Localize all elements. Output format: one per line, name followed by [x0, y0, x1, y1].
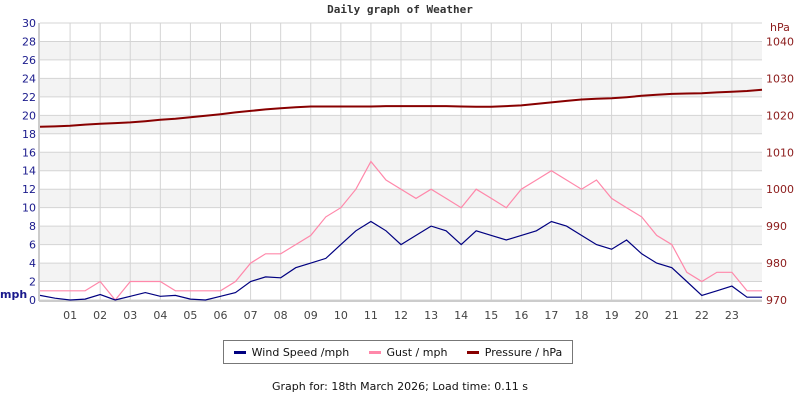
- x-tick-label: 21: [665, 309, 679, 322]
- x-tick-label: 09: [304, 309, 318, 322]
- y2-axis-label: hPa: [770, 21, 790, 34]
- legend-gust-swatch: [368, 351, 381, 354]
- x-tick-label: 16: [514, 309, 528, 322]
- x-tick-label: 23: [725, 309, 739, 322]
- y-tick-label: 14: [22, 165, 36, 178]
- y-tick-label: 18: [22, 128, 36, 141]
- x-tick-label: 22: [695, 309, 709, 322]
- legend-gust: Gust / mph: [368, 345, 448, 359]
- y2-tick-label: 980: [766, 257, 787, 270]
- footer-text: Graph for: 18th March 2026; Load time: 0…: [271, 380, 529, 393]
- x-tick-label: 05: [183, 309, 197, 322]
- y-tick-label: 26: [22, 54, 36, 67]
- y-tick-label: 24: [22, 72, 36, 85]
- x-tick-label: 13: [424, 309, 438, 322]
- y2-tick-label: 1010: [766, 146, 794, 159]
- x-tick-label: 01: [63, 309, 77, 322]
- x-tick-label: 20: [635, 309, 649, 322]
- legend-gust-label: Gust / mph: [386, 345, 448, 359]
- legend-wind-label: Wind Speed /mph: [251, 345, 350, 359]
- y-tick-label: 0: [29, 294, 36, 307]
- y2-tick-label: 990: [766, 220, 787, 233]
- y-tick-label: 8: [29, 220, 36, 233]
- y2-tick-label: 1030: [766, 72, 794, 85]
- y2-tick-label: 1000: [766, 183, 794, 196]
- y-tick-label: 4: [29, 257, 36, 270]
- x-tick-label: 10: [334, 309, 348, 322]
- y2-tick-label: 1040: [766, 35, 794, 48]
- y-tick-label: 30: [22, 17, 36, 30]
- y2-tick-label: 970: [766, 294, 787, 307]
- y-tick-label: 2: [29, 276, 36, 289]
- x-tick-label: 08: [274, 309, 288, 322]
- y-tick-label: 28: [22, 35, 36, 48]
- legend-pressure-swatch: [466, 351, 479, 354]
- x-tick-label: 04: [153, 309, 167, 322]
- legend-pressure: Pressure / hPa: [466, 345, 563, 359]
- y2-tick-label: 1020: [766, 109, 794, 122]
- x-tick-label: 02: [93, 309, 107, 322]
- legend-wind-swatch: [233, 351, 246, 354]
- legend: Wind Speed /mph Gust / mph Pressure / hP…: [223, 340, 573, 364]
- chart-title: Daily graph of Weather: [327, 3, 473, 16]
- x-tick-label: 11: [364, 309, 378, 322]
- x-tick-label: 15: [484, 309, 498, 322]
- legend-wind: Wind Speed /mph: [233, 345, 350, 359]
- x-tick-label: 14: [454, 309, 468, 322]
- x-tick-label: 06: [214, 309, 228, 322]
- x-tick-label: 07: [244, 309, 258, 322]
- x-tick-label: 03: [123, 309, 137, 322]
- x-tick-label: 12: [394, 309, 408, 322]
- legend-pressure-label: Pressure / hPa: [484, 345, 563, 359]
- y-axis-label: mph: [0, 288, 27, 301]
- x-tick-label: 18: [575, 309, 589, 322]
- y-tick-label: 16: [22, 146, 36, 159]
- y-tick-label: 10: [22, 202, 36, 215]
- x-tick-label: 19: [605, 309, 619, 322]
- y-tick-label: 12: [22, 183, 36, 196]
- x-tick-label: 17: [544, 309, 558, 322]
- y-tick-label: 20: [22, 109, 36, 122]
- y-tick-label: 22: [22, 91, 36, 104]
- y-tick-label: 6: [29, 239, 36, 252]
